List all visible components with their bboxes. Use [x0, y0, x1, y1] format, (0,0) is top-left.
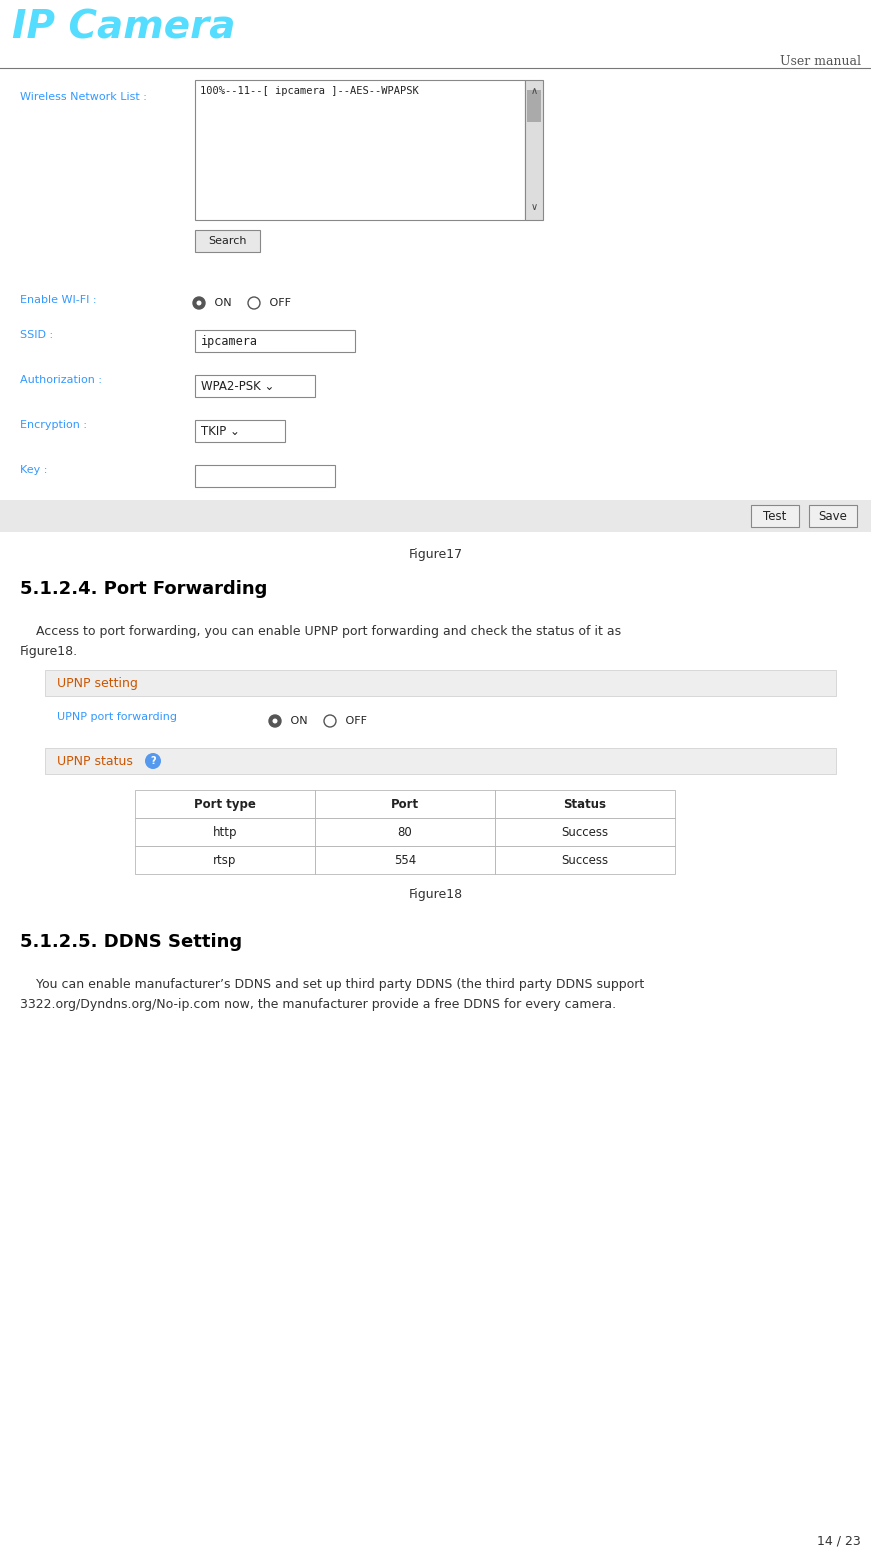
FancyBboxPatch shape [195, 464, 335, 488]
FancyBboxPatch shape [751, 505, 799, 527]
Text: Success: Success [562, 854, 609, 866]
Circle shape [269, 715, 281, 728]
Circle shape [248, 298, 260, 308]
Circle shape [145, 753, 161, 770]
Text: TKIP ⌄: TKIP ⌄ [201, 424, 240, 438]
Text: UPNP setting: UPNP setting [57, 676, 138, 690]
Text: ON: ON [287, 717, 307, 726]
Text: Figure17: Figure17 [408, 548, 463, 561]
FancyBboxPatch shape [495, 846, 675, 874]
FancyBboxPatch shape [195, 375, 315, 397]
Text: 5.1.2.4. Port Forwarding: 5.1.2.4. Port Forwarding [20, 580, 267, 598]
Text: 554: 554 [394, 854, 416, 866]
Text: Search: Search [208, 235, 246, 246]
Text: http: http [213, 826, 237, 838]
Text: UPNP status: UPNP status [57, 754, 133, 768]
Text: SSID :: SSID : [20, 330, 53, 340]
FancyBboxPatch shape [135, 790, 315, 818]
FancyBboxPatch shape [527, 90, 541, 122]
Text: ∨: ∨ [530, 203, 537, 212]
FancyBboxPatch shape [135, 846, 315, 874]
Text: Figure18.: Figure18. [20, 645, 78, 657]
FancyBboxPatch shape [315, 790, 495, 818]
Text: Test: Test [763, 509, 787, 522]
Text: 80: 80 [398, 826, 412, 838]
FancyBboxPatch shape [315, 846, 495, 874]
Text: Port: Port [391, 798, 419, 810]
Text: ipcamera: ipcamera [201, 335, 258, 347]
Text: OFF: OFF [342, 717, 367, 726]
Circle shape [193, 298, 205, 308]
FancyBboxPatch shape [525, 79, 543, 220]
Text: ON: ON [211, 298, 232, 308]
Text: 14 / 23: 14 / 23 [817, 1535, 861, 1549]
Text: Status: Status [564, 798, 606, 810]
Text: Success: Success [562, 826, 609, 838]
Circle shape [273, 718, 278, 723]
FancyBboxPatch shape [315, 818, 495, 846]
FancyBboxPatch shape [195, 421, 285, 442]
Text: Save: Save [819, 509, 847, 522]
Text: ∧: ∧ [530, 86, 537, 97]
FancyBboxPatch shape [195, 231, 260, 252]
FancyBboxPatch shape [809, 505, 857, 527]
FancyBboxPatch shape [195, 79, 525, 220]
FancyBboxPatch shape [45, 670, 836, 696]
Text: IP Camera: IP Camera [12, 8, 235, 47]
FancyBboxPatch shape [495, 790, 675, 818]
Text: Authorization :: Authorization : [20, 375, 102, 385]
Text: Wireless Network List :: Wireless Network List : [20, 92, 147, 101]
Circle shape [197, 301, 201, 305]
FancyBboxPatch shape [195, 330, 355, 352]
Text: WPA2-PSK ⌄: WPA2-PSK ⌄ [201, 380, 274, 393]
Text: rtsp: rtsp [213, 854, 237, 866]
FancyBboxPatch shape [45, 748, 836, 774]
Text: 5.1.2.5. DDNS Setting: 5.1.2.5. DDNS Setting [20, 933, 242, 950]
Text: Access to port forwarding, you can enable UPNP port forwarding and check the sta: Access to port forwarding, you can enabl… [20, 625, 621, 637]
FancyBboxPatch shape [135, 818, 315, 846]
Text: Key :: Key : [20, 464, 47, 475]
Circle shape [324, 715, 336, 728]
Text: Enable WI-FI :: Enable WI-FI : [20, 294, 97, 305]
FancyBboxPatch shape [495, 818, 675, 846]
Text: OFF: OFF [266, 298, 291, 308]
Text: Port type: Port type [194, 798, 256, 810]
Text: Figure18: Figure18 [408, 888, 463, 901]
Text: ?: ? [150, 756, 156, 767]
Text: You can enable manufacturer’s DDNS and set up third party DDNS (the third party : You can enable manufacturer’s DDNS and s… [20, 978, 645, 991]
Text: User manual: User manual [780, 55, 861, 69]
Text: Encryption :: Encryption : [20, 421, 87, 430]
FancyBboxPatch shape [0, 500, 871, 531]
Text: 100%--11--[ ipcamera ]--AES--WPAPSK: 100%--11--[ ipcamera ]--AES--WPAPSK [200, 86, 419, 97]
Text: UPNP port forwarding: UPNP port forwarding [57, 712, 177, 721]
Text: 3322.org/Dyndns.org/No-ip.com now, the manufacturer provide a free DDNS for ever: 3322.org/Dyndns.org/No-ip.com now, the m… [20, 999, 616, 1011]
